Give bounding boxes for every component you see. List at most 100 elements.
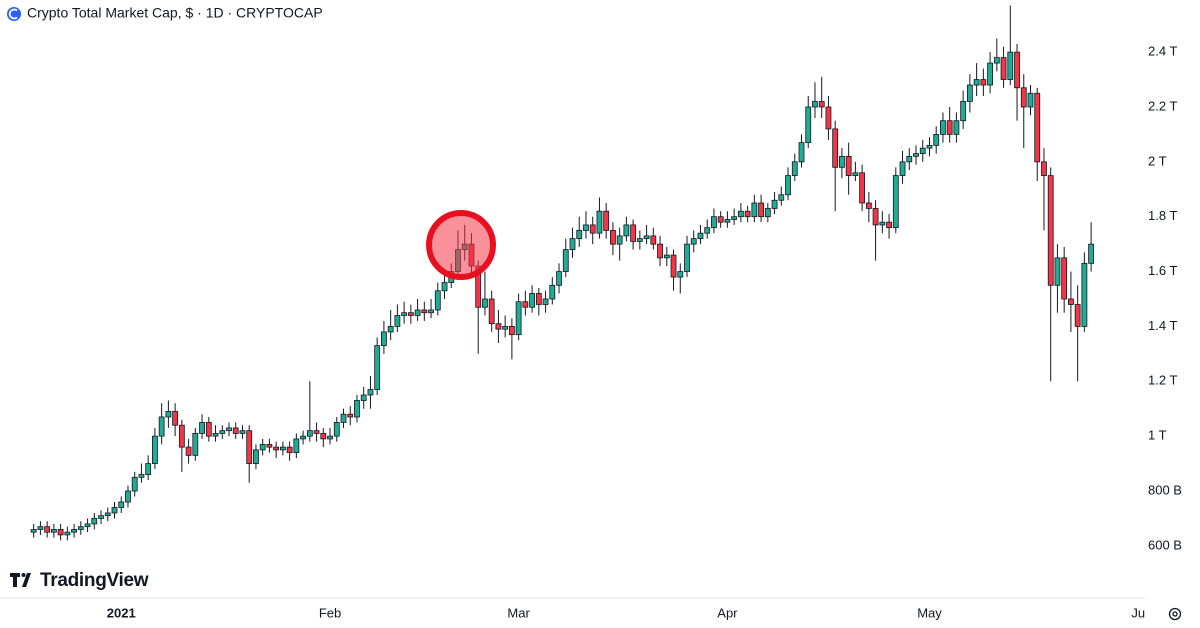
candle-body [172,411,179,426]
candle-body [293,438,300,454]
candle-body [178,424,185,448]
candle-body [899,161,906,176]
candle-body [778,194,785,201]
candle-body [1054,257,1061,286]
candle-body [239,430,246,434]
candle-body [84,523,91,528]
y-tick-label: 2.4 T [1148,44,1177,59]
candle-body [872,208,879,226]
candle-body [737,210,744,218]
candle-body [791,161,798,176]
candle-body [879,221,886,226]
candle-body [367,389,374,396]
candle-body [556,271,562,286]
candle-body [374,345,381,390]
candle-body [663,254,670,259]
candle-body [684,243,690,272]
candle-body [940,120,946,135]
candle-body [286,446,293,454]
candle-body [643,235,650,240]
candle-body [805,106,812,144]
candle-body [77,526,84,530]
candle-body [347,413,354,418]
brand-logo [10,573,31,587]
candle-body [717,216,724,223]
candle-body [118,501,125,508]
candle-body [30,529,37,533]
candle-body [623,224,630,237]
x-tick-label: May [917,605,942,620]
candle-body [226,427,232,432]
candle-body [650,235,657,245]
candle-body [798,142,805,163]
candle-body [724,219,731,223]
candle-body [414,309,421,316]
candle-body [232,427,239,434]
candle-body [508,326,515,336]
y-tick-label: 1.2 T [1148,373,1177,388]
candle-body [535,293,542,305]
candle-body [906,155,913,163]
candle-body [131,476,138,492]
x-tick-label: Feb [319,605,341,620]
y-tick-label: 2 T [1148,153,1167,168]
candle-body [360,394,367,401]
candle-body [697,232,704,240]
candle-body [71,529,77,533]
candle-body [64,531,71,536]
candle-body [825,106,832,130]
candle-body [771,199,778,209]
settings-icon[interactable] [1168,607,1182,621]
candle-body [919,147,926,155]
candle-body [50,529,57,533]
candle-body [549,284,556,300]
y-tick-label: 800 B [1148,482,1182,497]
candle-body [502,326,509,330]
candle-body [731,216,738,220]
candle-body [1068,298,1074,305]
candle-body [279,446,286,451]
candle-body [980,79,987,86]
candle-body [158,416,165,437]
candle-body [1088,243,1095,264]
candle-body [266,443,273,448]
candle-body [253,449,259,464]
candle-body [953,120,960,135]
candle-body [832,128,839,168]
candle-body [145,463,152,475]
x-tick-label: 2021 [107,605,136,620]
candle-body [1034,92,1041,163]
candle-body [57,529,64,536]
candle-body [966,84,973,102]
candle-body [259,443,266,451]
candle-body [542,298,549,305]
candle-body [111,507,118,514]
candle-body [185,446,192,456]
candle-body [892,175,899,229]
candle-body [407,312,414,316]
y-tick-label: 1.8 T [1148,208,1177,223]
candle-body [596,210,603,234]
candle-body [670,254,677,278]
candle-body [165,411,172,418]
chart-title: Crypto Total Market Cap, $ · 1D · CRYPTO… [27,5,323,21]
candle-body [381,331,387,347]
candle-body [677,271,684,278]
candle-body [522,301,529,308]
candle-body [839,155,845,168]
candle-body [354,400,360,418]
candle-body [98,515,104,519]
candle-body [488,298,495,325]
candle-body [219,430,226,434]
candle-body [482,298,488,308]
candle-body [1041,161,1047,176]
candle-body [845,155,852,176]
candle-body [394,315,401,327]
candle-body [852,172,859,176]
candle-body [320,433,327,440]
candle-body [495,323,502,330]
candle-body [125,490,131,503]
candle-body [987,62,993,86]
candle-body [657,243,663,259]
